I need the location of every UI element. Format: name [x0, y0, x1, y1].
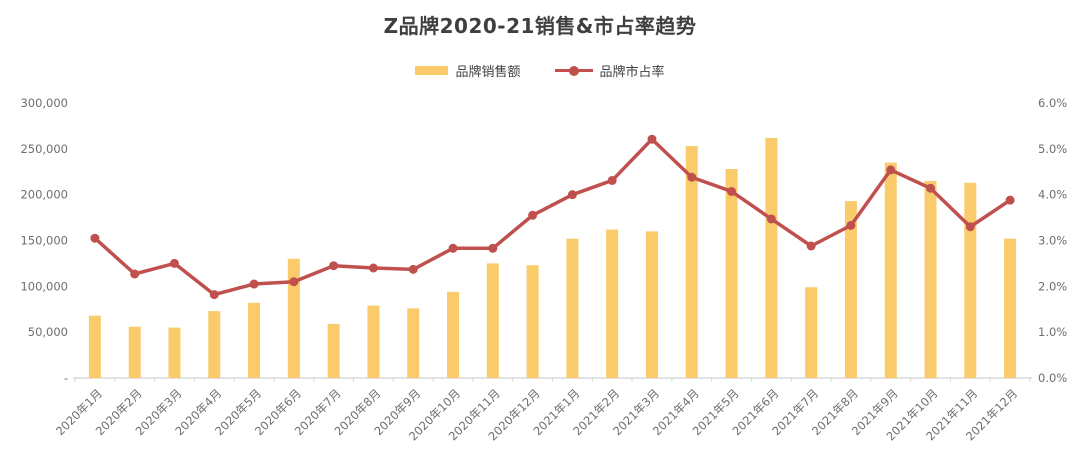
bar-2020年10月: [447, 291, 460, 378]
bar-2021年11月: [964, 182, 977, 378]
bar-2021年6月: [765, 137, 778, 378]
bar-2020年2月: [128, 326, 141, 378]
bar-2020年9月: [407, 308, 420, 378]
line-point-2021年11月: [965, 222, 975, 232]
y-axis-right-label: 0.0%: [1038, 371, 1067, 385]
y-axis-left-label: 50,000: [28, 325, 68, 339]
bar-2020年12月: [526, 265, 539, 378]
bar-2021年1月: [566, 238, 579, 378]
y-axis-left-label: 250,000: [20, 142, 68, 156]
line-point-2020年12月: [528, 210, 538, 220]
line-point-2021年4月: [687, 172, 697, 182]
bar-2020年11月: [486, 263, 499, 378]
legend-item-sales: 品牌销售额: [415, 61, 521, 80]
bar-2020年4月: [208, 311, 221, 378]
y-axis-right-label: 2.0%: [1038, 279, 1067, 293]
line-point-2020年8月: [368, 263, 378, 273]
y-axis-right-label: 1.0%: [1038, 325, 1067, 339]
line-point-2020年7月: [329, 261, 339, 271]
line-swatch-icon: [554, 65, 593, 76]
line-point-2021年2月: [607, 175, 617, 185]
line-point-2020年11月: [488, 243, 498, 253]
line-point-2021年9月: [886, 165, 896, 175]
chart-legend: 品牌销售额 品牌市占率: [0, 61, 1080, 80]
line-point-2020年1月: [90, 233, 100, 243]
line-point-2021年7月: [806, 241, 816, 251]
legend-item-share: 品牌市占率: [554, 61, 665, 80]
line-point-2021年10月: [926, 183, 936, 193]
bar-2021年12月: [1004, 238, 1017, 378]
bar-2021年9月: [884, 162, 897, 378]
line-point-2021年3月: [647, 134, 657, 144]
line-point-2020年10月: [448, 243, 458, 253]
line-point-2020年9月: [408, 264, 418, 274]
bar-2020年3月: [168, 327, 181, 378]
y-axis-right-label: 6.0%: [1038, 96, 1067, 110]
y-axis-right-label: 3.0%: [1038, 234, 1067, 248]
y-axis-left-label: 200,000: [20, 188, 68, 202]
y-axis-left-label: -: [64, 371, 68, 385]
line-point-2020年3月: [169, 258, 179, 268]
bar-2021年5月: [725, 169, 738, 378]
line-point-2021年8月: [846, 220, 856, 230]
y-axis-right-label: 4.0%: [1038, 188, 1067, 202]
line-point-2021年6月: [766, 214, 776, 224]
bar-2021年4月: [685, 146, 698, 378]
bar-2020年6月: [287, 258, 300, 378]
y-axis-left-label: 100,000: [20, 279, 68, 293]
line-point-2020年4月: [209, 290, 219, 300]
line-point-2020年5月: [249, 279, 259, 289]
bar-2021年7月: [805, 287, 818, 378]
line-point-2020年2月: [130, 269, 140, 279]
legend-sales-label: 品牌销售额: [455, 65, 521, 80]
bar-2020年5月: [248, 302, 261, 378]
legend-share-label: 品牌市占率: [599, 65, 665, 80]
share-line: [93, 137, 1012, 297]
line-point-2021年5月: [727, 186, 737, 196]
bar-2020年1月: [88, 315, 101, 378]
bar-swatch-icon: [415, 66, 449, 75]
chart-title: Z品牌2020-21销售&市占率趋势: [383, 14, 697, 38]
line-point-2020年6月: [289, 277, 299, 287]
bar-2020年8月: [367, 305, 380, 378]
bar-2021年10月: [924, 180, 937, 378]
bar-2020年7月: [327, 323, 340, 378]
line-point-2021年12月: [1005, 195, 1015, 205]
bar-2021年3月: [645, 231, 658, 378]
y-axis-right-label: 5.0%: [1038, 142, 1067, 156]
bar-2021年8月: [844, 201, 857, 378]
y-axis-left-label: 150,000: [20, 234, 68, 248]
line-point-2021年1月: [567, 190, 577, 200]
bar-2021年2月: [606, 229, 619, 378]
y-axis-left-label: 300,000: [20, 96, 68, 110]
